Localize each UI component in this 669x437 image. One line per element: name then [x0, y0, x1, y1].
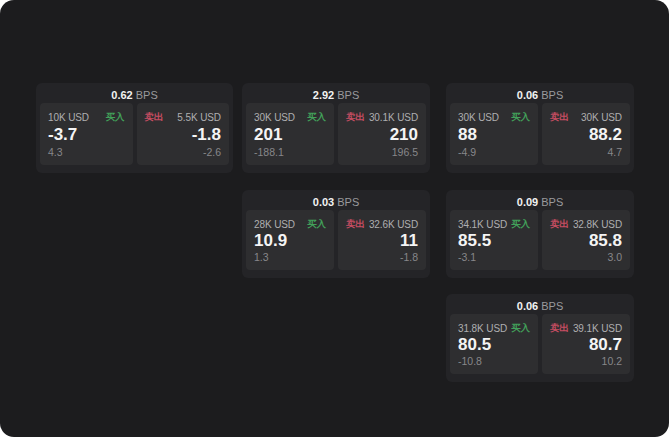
- bps-value: 0.09: [517, 196, 538, 208]
- buy-side-label: 买入: [511, 111, 530, 124]
- quote-panels: 30K USD 买入 201 -188.1 卖出 30.1K USD 210 1…: [246, 103, 426, 165]
- buy-sub-value: -10.8: [458, 355, 530, 367]
- bps-value: 0.03: [313, 196, 334, 208]
- buy-amount: 30K USD: [458, 112, 499, 123]
- bps-value: 0.06: [517, 300, 538, 312]
- sell-panel[interactable]: 卖出 30.1K USD 210 196.5: [338, 103, 426, 165]
- sell-amount: 5.5K USD: [177, 112, 221, 123]
- card-header: 0.09BPS: [450, 194, 630, 210]
- bps-unit-label: BPS: [337, 89, 359, 101]
- buy-panel[interactable]: 31.8K USD 买入 80.5 -10.8: [450, 314, 538, 374]
- quote-panels: 10K USD 买入 -3.7 4.3 卖出 5.5K USD -1.8 -2.…: [40, 103, 229, 165]
- buy-amount: 31.8K USD: [458, 323, 507, 334]
- buy-amount: 10K USD: [48, 112, 89, 123]
- card-header: 0.06BPS: [450, 87, 630, 103]
- sell-price: 88.2: [550, 125, 622, 145]
- card-header: 0.06BPS: [450, 298, 630, 314]
- sell-panel[interactable]: 卖出 5.5K USD -1.8 -2.6: [137, 103, 230, 165]
- sell-panel[interactable]: 卖出 32.6K USD 11 -1.8: [338, 210, 426, 270]
- card-header: 0.62 BPS: [40, 87, 229, 103]
- sell-amount: 39.1K USD: [573, 323, 622, 334]
- sell-panel[interactable]: 卖出 39.1K USD 80.7 10.2: [542, 314, 630, 374]
- quote-panels: 31.8K USD 买入 80.5 -10.8 卖出 39.1K USD 80.…: [450, 314, 630, 374]
- buy-sub-value: 1.3: [254, 251, 326, 263]
- quote-card: 0.06BPS 31.8K USD 买入 80.5 -10.8 卖出 39.1K…: [446, 294, 634, 382]
- buy-side-label: 买入: [106, 111, 125, 124]
- sell-price: 80.7: [550, 335, 622, 355]
- quote-card: 0.03BPS 28K USD 买入 10.9 1.3 卖出 32.6K USD…: [242, 190, 430, 278]
- bps-unit-label: BPS: [541, 196, 563, 208]
- sell-sub-value: 10.2: [550, 355, 622, 367]
- sell-side-label: 卖出: [550, 111, 569, 124]
- sell-sub-value: 196.5: [346, 146, 418, 158]
- sell-panel[interactable]: 卖出 30K USD 88.2 4.7: [542, 103, 630, 165]
- sell-sub-value: 3.0: [550, 251, 622, 263]
- sell-side-label: 卖出: [550, 218, 569, 231]
- buy-amount: 30K USD: [254, 112, 295, 123]
- buy-amount: 28K USD: [254, 219, 295, 230]
- sell-amount: 32.6K USD: [369, 219, 418, 230]
- quote-card: 0.09BPS 34.1K USD 买入 85.5 -3.1 卖出 32.8K …: [446, 190, 634, 278]
- bps-unit-label: BPS: [541, 89, 563, 101]
- buy-side-label: 买入: [307, 111, 326, 124]
- bps-value: 2.92: [313, 89, 334, 101]
- sell-amount: 32.8K USD: [573, 219, 622, 230]
- quote-panels: 30K USD 买入 88 -4.9 卖出 30K USD 88.2 4.7: [450, 103, 630, 165]
- sell-sub-value: 4.7: [550, 146, 622, 158]
- sell-amount: 30K USD: [581, 112, 622, 123]
- sell-price: 85.8: [550, 231, 622, 251]
- sell-side-label: 卖出: [550, 322, 569, 335]
- card-header: 0.03BPS: [246, 194, 426, 210]
- buy-price: 85.5: [458, 231, 530, 251]
- buy-sub-value: -4.9: [458, 146, 530, 158]
- buy-price: 201: [254, 125, 326, 145]
- buy-sub-value: -188.1: [254, 146, 326, 158]
- buy-panel[interactable]: 10K USD 买入 -3.7 4.3: [40, 103, 133, 165]
- buy-panel[interactable]: 30K USD 买入 201 -188.1: [246, 103, 334, 165]
- bps-unit-label: BPS: [337, 196, 359, 208]
- sell-panel[interactable]: 卖出 32.8K USD 85.8 3.0: [542, 210, 630, 270]
- sell-side-label: 卖出: [346, 111, 365, 124]
- quote-card: 0.06BPS 30K USD 买入 88 -4.9 卖出 30K USD 88…: [446, 83, 634, 173]
- buy-price: 10.9: [254, 231, 326, 251]
- sell-side-label: 卖出: [346, 218, 365, 231]
- bps-value: 0.06: [517, 89, 538, 101]
- buy-panel[interactable]: 28K USD 买入 10.9 1.3: [246, 210, 334, 270]
- buy-amount: 34.1K USD: [458, 219, 507, 230]
- quote-panels: 34.1K USD 买入 85.5 -3.1 卖出 32.8K USD 85.8…: [450, 210, 630, 270]
- buy-side-label: 买入: [511, 218, 530, 231]
- quote-card: 2.92BPS 30K USD 买入 201 -188.1 卖出 30.1K U…: [242, 83, 430, 173]
- bps-unit-label: BPS: [136, 89, 158, 101]
- buy-side-label: 买入: [307, 218, 326, 231]
- quote-card: 0.62 BPS 10K USD 买入 -3.7 4.3 卖出 5.5K USD …: [36, 83, 233, 173]
- sell-amount: 30.1K USD: [369, 112, 418, 123]
- buy-side-label: 买入: [511, 322, 530, 335]
- card-header: 2.92BPS: [246, 87, 426, 103]
- sell-sub-value: -1.8: [346, 251, 418, 263]
- buy-price: 88: [458, 125, 530, 145]
- sell-side-label: 卖出: [145, 111, 164, 124]
- buy-panel[interactable]: 30K USD 买入 88 -4.9: [450, 103, 538, 165]
- buy-price: -3.7: [48, 125, 125, 145]
- sell-price: -1.8: [145, 125, 222, 145]
- buy-sub-value: -3.1: [458, 251, 530, 263]
- sell-price: 210: [346, 125, 418, 145]
- dashboard-background: 0.62 BPS 10K USD 买入 -3.7 4.3 卖出 5.5K USD …: [0, 0, 669, 437]
- bps-unit-label: BPS: [541, 300, 563, 312]
- quote-panels: 28K USD 买入 10.9 1.3 卖出 32.6K USD 11 -1.8: [246, 210, 426, 270]
- sell-sub-value: -2.6: [145, 146, 222, 158]
- buy-sub-value: 4.3: [48, 146, 125, 158]
- buy-price: 80.5: [458, 335, 530, 355]
- bps-value: 0.62: [111, 89, 132, 101]
- buy-panel[interactable]: 34.1K USD 买入 85.5 -3.1: [450, 210, 538, 270]
- sell-price: 11: [346, 231, 418, 251]
